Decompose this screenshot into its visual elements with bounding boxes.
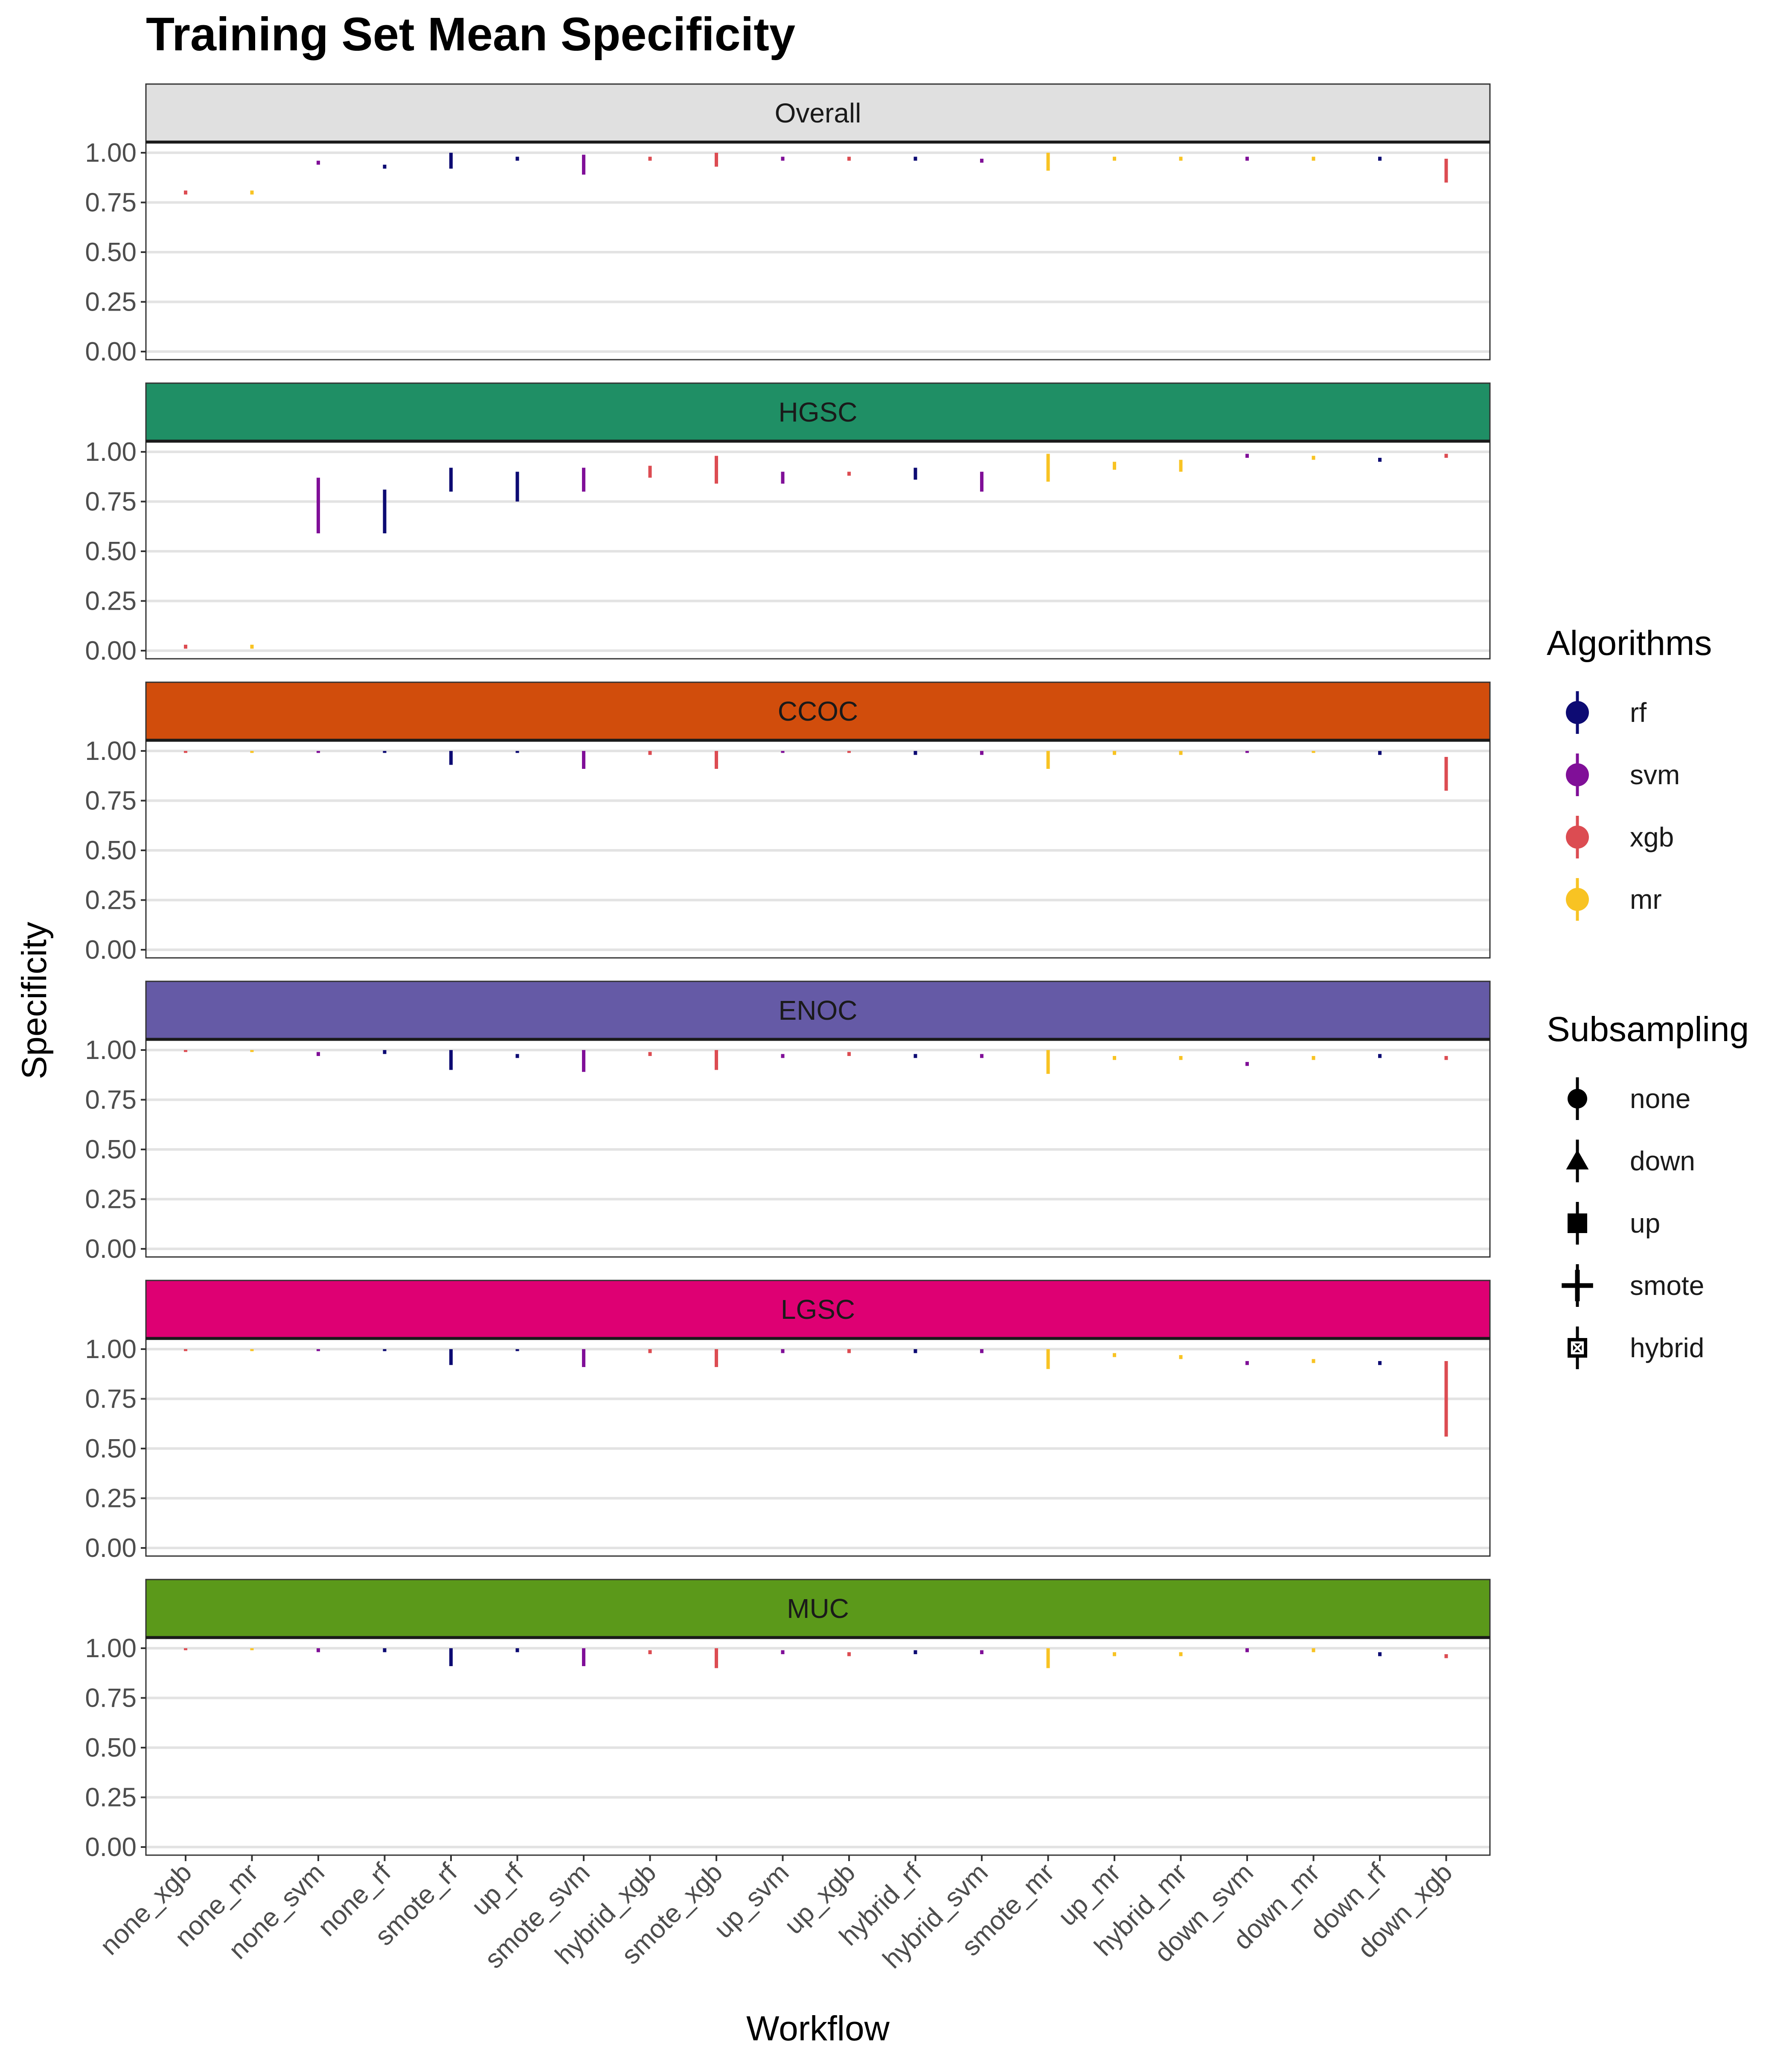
facet-panel-hgsc: HGSC 0.00 0.25 0.50 0.75 1.00 bbox=[85, 382, 1491, 666]
legend-label: none bbox=[1630, 1083, 1690, 1114]
facet-strip-label: Overall bbox=[775, 98, 861, 128]
box-cross-line bbox=[1571, 1341, 1584, 1354]
legend-key-point bbox=[1566, 763, 1589, 786]
legend-label: smote bbox=[1630, 1270, 1704, 1301]
x-tick-label: none_xgb bbox=[95, 1858, 198, 1961]
facet-panel-ccoc: CCOC 0.00 0.25 0.50 0.75 1.00 bbox=[85, 681, 1491, 965]
y-tick-label: 0.25 bbox=[85, 1185, 137, 1214]
y-tick-label: 0.50 bbox=[85, 1733, 137, 1763]
y-tick-label: 0.00 bbox=[85, 1234, 137, 1264]
legend-item-svm: svm bbox=[1566, 753, 1680, 796]
facet-strip bbox=[145, 1280, 1491, 1339]
legend-label: xgb bbox=[1630, 822, 1674, 852]
legend-label: mr bbox=[1630, 884, 1662, 915]
facet-strip-label: LGSC bbox=[781, 1294, 855, 1325]
y-tick-label: 0.75 bbox=[85, 188, 137, 218]
facet-panel-enoc: ENOC 0.00 0.25 0.50 0.75 1.00 bbox=[85, 980, 1491, 1264]
y-tick-label: 0.50 bbox=[85, 238, 137, 267]
y-tick-label: 1.00 bbox=[85, 736, 137, 766]
legend-key-point bbox=[1566, 888, 1589, 911]
y-tick-label: 0.00 bbox=[85, 935, 137, 965]
facet-strip-label: ENOC bbox=[779, 995, 858, 1026]
y-tick-label: 1.00 bbox=[85, 1036, 137, 1065]
y-tick-label: 0.00 bbox=[85, 337, 137, 367]
y-tick-label: 0.50 bbox=[85, 836, 137, 865]
legend-item-hybrid: hybrid bbox=[1568, 1327, 1704, 1369]
legend-key-shape bbox=[1568, 1089, 1587, 1108]
y-tick-label: 0.00 bbox=[85, 1833, 137, 1862]
facet-strip-label: CCOC bbox=[778, 696, 858, 727]
legend-label: up bbox=[1630, 1208, 1660, 1239]
y-tick-label: 0.25 bbox=[85, 587, 137, 616]
legend-key-shape bbox=[1566, 1149, 1589, 1169]
legend-title: Algorithms bbox=[1547, 624, 1712, 663]
legend-label: svm bbox=[1630, 759, 1680, 790]
y-tick-label: 0.75 bbox=[85, 487, 137, 517]
y-tick-label: 1.00 bbox=[85, 1634, 137, 1663]
y-tick-label: 0.25 bbox=[85, 1484, 137, 1513]
legend-item-mr: mr bbox=[1566, 878, 1662, 921]
legends: Algorithms rf svm xgb mr Subsampling none down u… bbox=[1547, 624, 1749, 1369]
legend-item-xgb: xgb bbox=[1566, 816, 1674, 858]
legend-key-shape bbox=[1568, 1338, 1587, 1358]
y-tick-label: 0.25 bbox=[85, 1783, 137, 1812]
chart-title: Training Set Mean Specificity bbox=[146, 8, 795, 61]
legend-key-point bbox=[1566, 701, 1589, 724]
x-tick-label: up_rf bbox=[466, 1858, 529, 1921]
legend-key-shape bbox=[1568, 1213, 1587, 1233]
y-tick-label: 0.00 bbox=[85, 1533, 137, 1563]
facet-strip bbox=[145, 83, 1491, 143]
y-tick-label: 0.50 bbox=[85, 1434, 137, 1463]
facet-strip-label: HGSC bbox=[779, 397, 858, 428]
legend-item-smote: smote bbox=[1562, 1264, 1704, 1307]
legend-label: hybrid bbox=[1630, 1332, 1704, 1363]
legend-subsampling: Subsampling none down up smote hybrid bbox=[1547, 1010, 1749, 1369]
legend-label: rf bbox=[1630, 697, 1647, 728]
facet-panel-lgsc: LGSC 0.00 0.25 0.50 0.75 1.00 bbox=[85, 1280, 1491, 1563]
y-tick-label: 0.75 bbox=[85, 786, 137, 816]
y-tick-label: 0.50 bbox=[85, 537, 137, 566]
y-tick-label: 1.00 bbox=[85, 1335, 137, 1364]
y-tick-label: 0.25 bbox=[85, 886, 137, 915]
facet-panel-muc: MUC 0.00 0.25 0.50 0.75 1.00 bbox=[85, 1579, 1491, 1862]
legend-algorithms: Algorithms rf svm xgb mr bbox=[1547, 624, 1712, 921]
y-axis-title: Specificity bbox=[15, 922, 54, 1079]
y-tick-label: 0.50 bbox=[85, 1135, 137, 1164]
legend-key-point bbox=[1566, 826, 1589, 849]
legend-key-shape bbox=[1562, 1270, 1593, 1301]
y-tick-label: 1.00 bbox=[85, 138, 137, 168]
legend-item-none: none bbox=[1568, 1077, 1690, 1120]
y-tick-label: 0.75 bbox=[85, 1085, 137, 1115]
legend-item-up: up bbox=[1568, 1202, 1660, 1245]
x-axis-title: Workflow bbox=[746, 2009, 890, 2048]
legend-title: Subsampling bbox=[1547, 1010, 1749, 1049]
legend-item-rf: rf bbox=[1566, 691, 1647, 734]
facet-strip-label: MUC bbox=[787, 1593, 849, 1624]
y-tick-label: 0.25 bbox=[85, 288, 137, 317]
x-tick-label: up_svm bbox=[708, 1858, 794, 1944]
y-tick-label: 0.00 bbox=[85, 636, 137, 666]
legend-item-down: down bbox=[1566, 1140, 1695, 1182]
y-tick-label: 1.00 bbox=[85, 437, 137, 467]
legend-label: down bbox=[1630, 1146, 1695, 1176]
y-tick-label: 0.75 bbox=[85, 1385, 137, 1414]
box-inner-outline bbox=[1571, 1341, 1584, 1355]
facet-strip bbox=[145, 382, 1491, 442]
facet-strip bbox=[145, 1579, 1491, 1638]
facet-panels: Overall 0.00 0.25 0.50 0.75 1.00 HGSC 0.00 0.25 0… bbox=[85, 83, 1491, 1862]
facet-panel-overall: Overall 0.00 0.25 0.50 0.75 1.00 bbox=[85, 83, 1491, 367]
y-tick-label: 0.75 bbox=[85, 1684, 137, 1713]
